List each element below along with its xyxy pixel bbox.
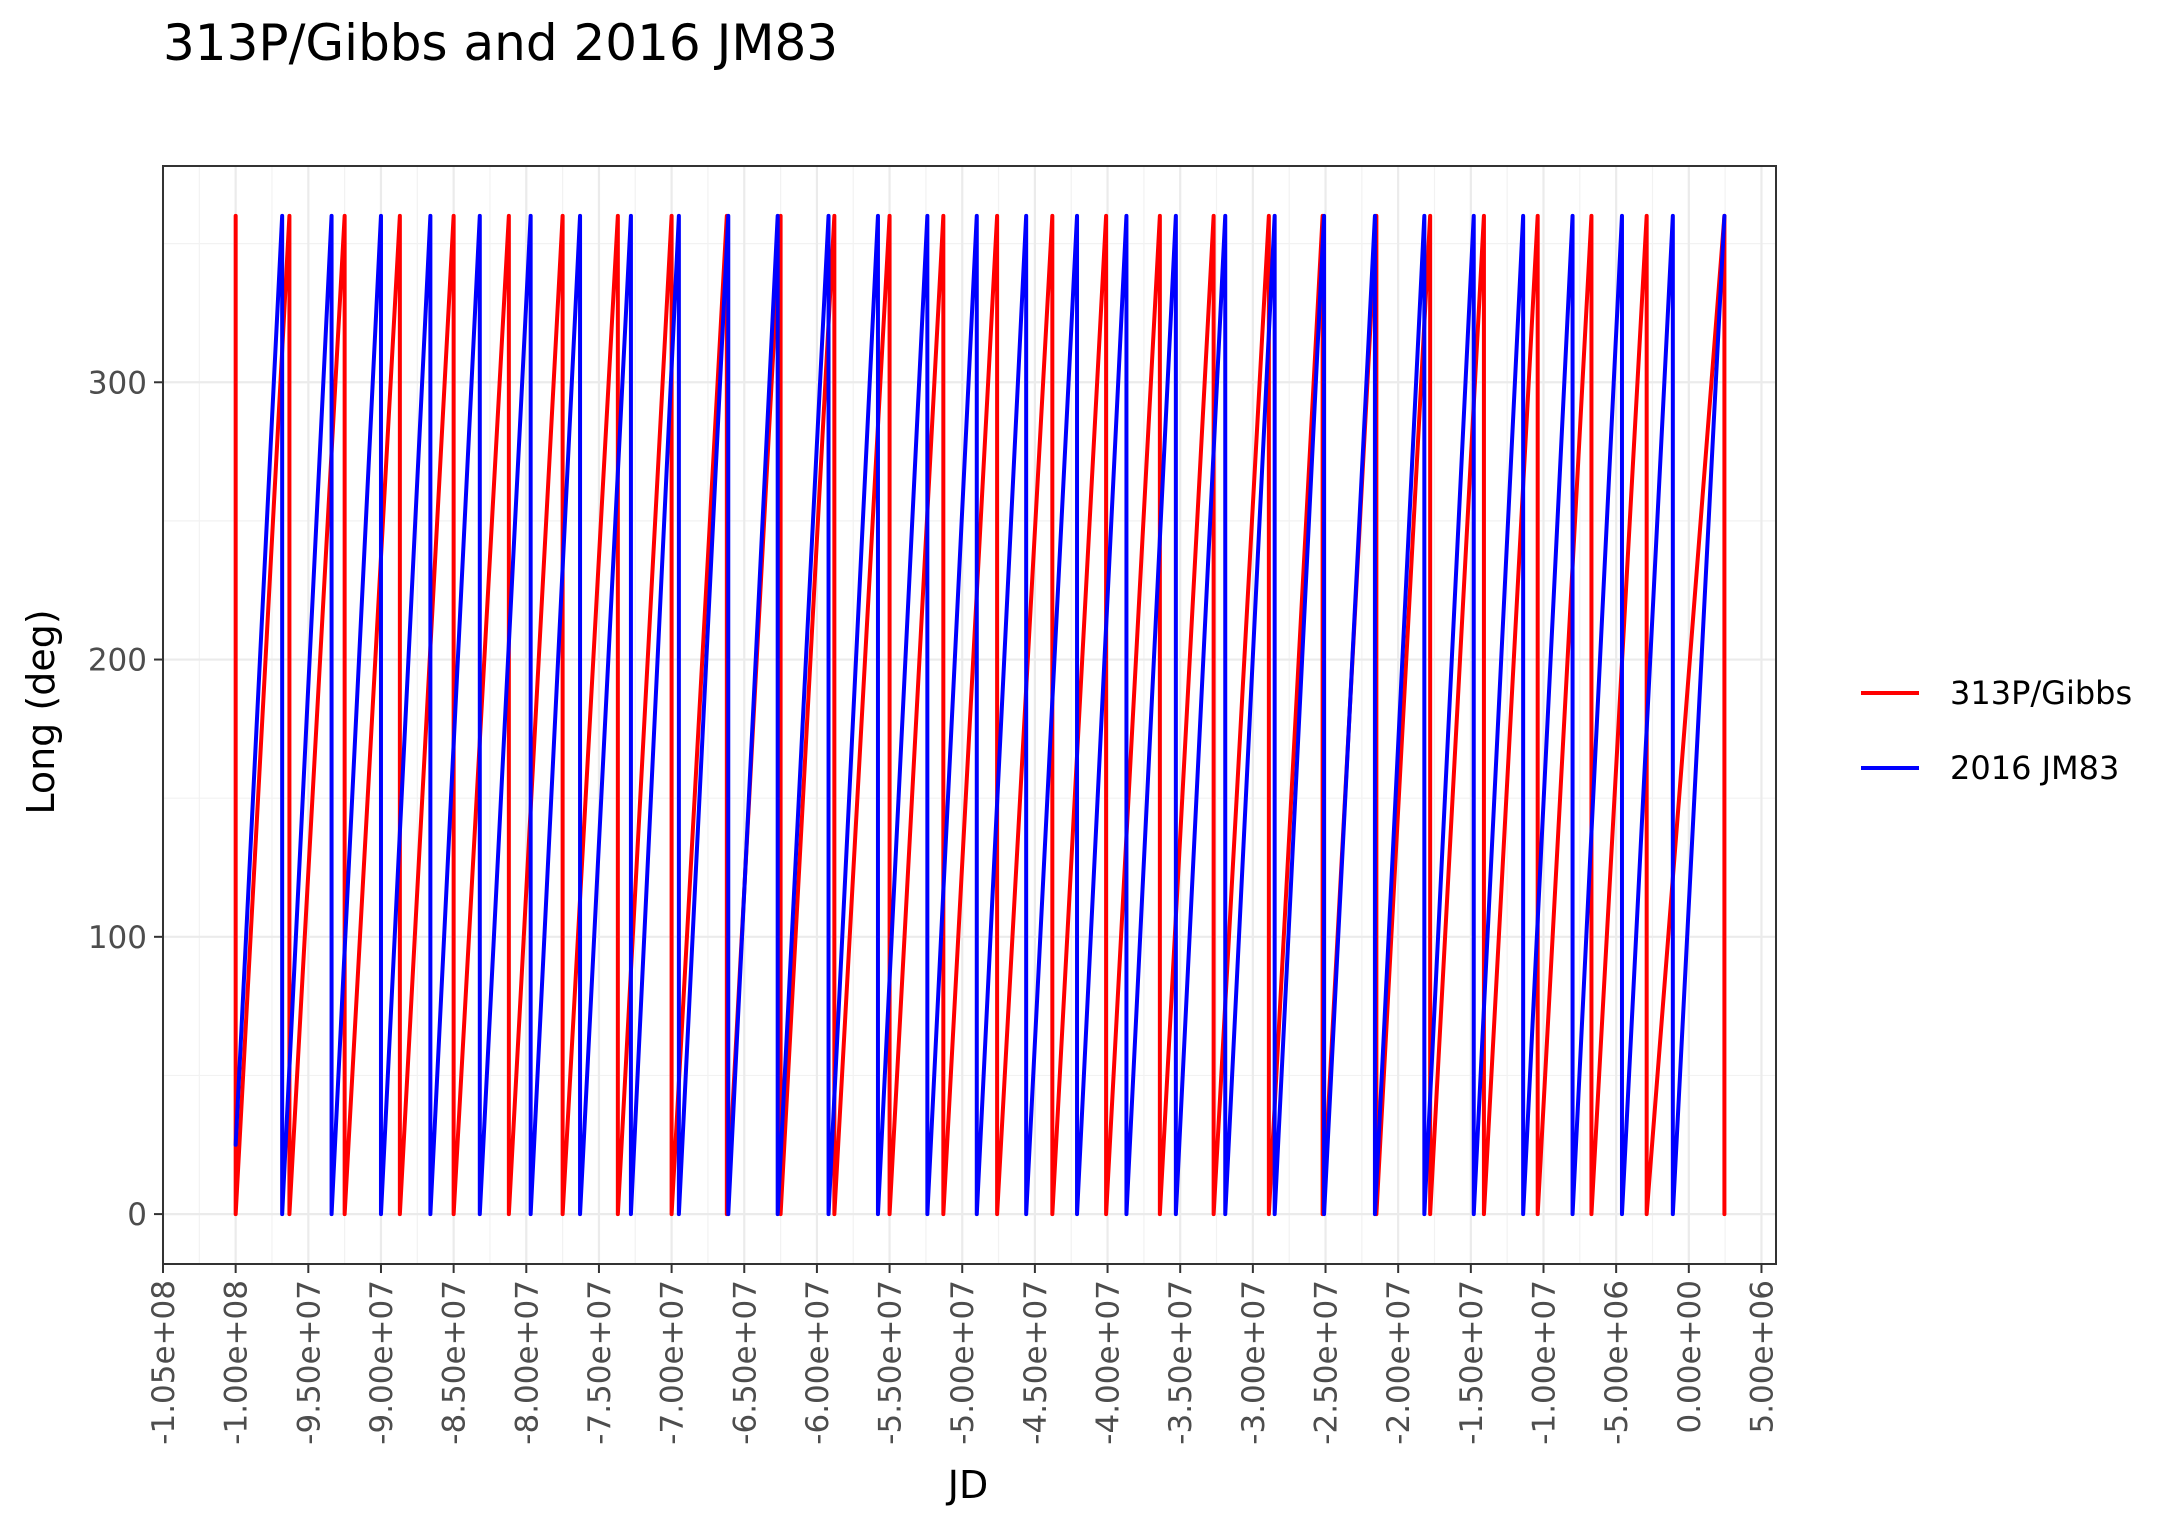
- x-tick-label: -2.00e+07: [1381, 1280, 1417, 1445]
- x-axis-title: JD: [946, 1463, 988, 1507]
- x-tick-label: -5.00e+06: [1599, 1280, 1635, 1445]
- x-tick-label: -3.00e+07: [1236, 1280, 1272, 1445]
- plot-panel-border: [162, 165, 1777, 1265]
- x-tick-label: -1.00e+08: [219, 1280, 255, 1445]
- y-axis-title: Long (deg): [19, 609, 63, 814]
- x-tick-label: 5.00e+06: [1744, 1280, 1780, 1434]
- chart-title: 313P/Gibbs and 2016 JM83: [163, 14, 838, 72]
- x-tick-label: -6.50e+07: [727, 1280, 763, 1445]
- x-tick-label: -8.00e+07: [509, 1280, 545, 1445]
- y-tick-label: 200: [88, 643, 147, 679]
- legend-label: 313P/Gibbs: [1950, 674, 2132, 712]
- x-tick-label: -9.50e+07: [291, 1280, 327, 1445]
- x-tick-label: -1.00e+07: [1527, 1280, 1563, 1445]
- y-tick-label: 100: [88, 920, 147, 956]
- legend-label: 2016 JM83: [1950, 749, 2119, 787]
- x-tick-label: -1.05e+08: [146, 1280, 182, 1445]
- x-tick-label: -2.50e+07: [1309, 1280, 1345, 1445]
- series-line-2016-jm83: [233, 213, 1727, 1217]
- x-tick-label: -7.50e+07: [582, 1280, 618, 1445]
- x-tick-label: 0.00e+00: [1672, 1280, 1708, 1434]
- y-tick-label: 300: [88, 365, 147, 401]
- x-tick-label: -8.50e+07: [437, 1280, 473, 1445]
- x-tick-label: -4.50e+07: [1018, 1280, 1054, 1445]
- x-tick-label: -6.00e+07: [800, 1280, 836, 1445]
- y-tick-label: 0: [127, 1197, 147, 1233]
- x-tick-label: -9.00e+07: [364, 1280, 400, 1445]
- x-tick-label: -5.50e+07: [873, 1280, 909, 1445]
- axes: -1.05e+08 -1.00e+08 -9.50e+07 -9.00e+07 -8.5…: [88, 365, 1781, 1444]
- x-tick-label: -4.00e+07: [1091, 1280, 1127, 1445]
- legend: 313P/Gibbs 2016 JM83: [1861, 674, 2132, 787]
- x-tick-label: -3.50e+07: [1163, 1280, 1199, 1445]
- series-lines: [233, 213, 1727, 1217]
- x-tick-label: -5.00e+07: [945, 1280, 981, 1445]
- x-tick-label: -1.50e+07: [1454, 1280, 1490, 1445]
- x-tick-label: -7.00e+07: [655, 1280, 691, 1445]
